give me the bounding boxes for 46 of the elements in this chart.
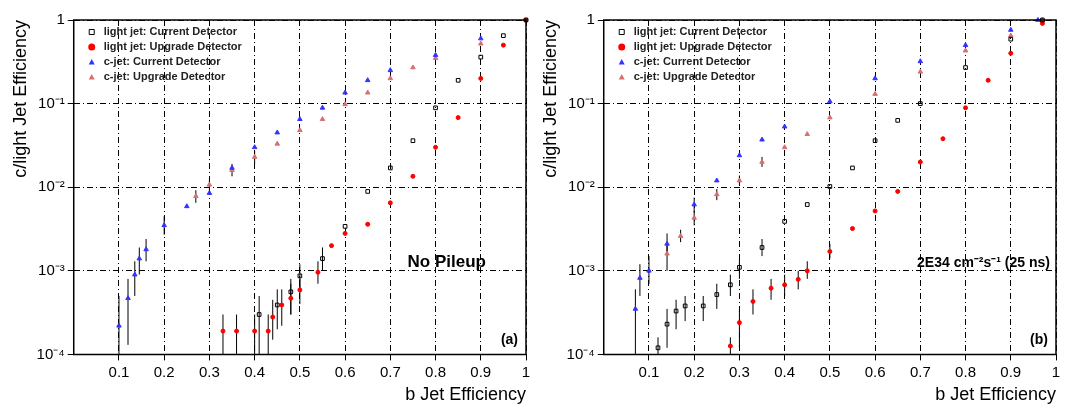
legend-label: c-jet: Upgrade Detector	[633, 70, 757, 83]
x-tick-label: 0.4	[774, 362, 796, 380]
x-tick-label: 0.3	[198, 362, 220, 380]
x-tick-label: 0.7	[379, 362, 401, 380]
y-tick-label: 10⁻¹	[568, 93, 595, 111]
x-tick-label: 0.8	[425, 362, 446, 380]
x-tick-label: 0.9	[1000, 362, 1022, 380]
legend-label: c-jet: Current Detector	[103, 55, 222, 68]
y-tick-label: 10⁻²	[568, 177, 595, 195]
y-tick-label: 10⁻³	[38, 260, 65, 278]
x-axis-title: b Jet Efficiency	[935, 384, 1056, 405]
annotation: (b)	[1030, 331, 1048, 348]
annotation: 2E34 cm⁻²s⁻¹ (25 ns)	[917, 254, 1050, 271]
x-tick-label: 0.5	[819, 362, 841, 380]
y-tick-label: 10⁻²	[38, 177, 65, 195]
x-axis-title: b Jet Efficiency	[405, 384, 526, 405]
y-axis-title: c/light Jet Efficiency	[9, 20, 30, 178]
annotation: (a)	[500, 331, 518, 348]
x-tick-label: 1	[1051, 362, 1061, 380]
x-tick-label: 0.2	[683, 362, 705, 380]
legend-label: light jet: Upgrade Detector	[103, 40, 243, 53]
y-tick-label: 1	[586, 10, 595, 28]
x-tick-label: 0.5	[289, 362, 311, 380]
x-tick-label: 0.6	[334, 362, 356, 380]
x-tick-label: 0.3	[728, 362, 750, 380]
legend-label: c-jet: Upgrade Detector	[103, 70, 227, 83]
x-tick-label: 0.4	[244, 362, 266, 380]
x-tick-label: 0.6	[864, 362, 886, 380]
y-tick-label: 10⁻³	[568, 260, 595, 278]
x-tick-label: 0.8	[955, 362, 976, 380]
legend-label: c-jet: Current Detector	[633, 55, 752, 68]
legend-label: light jet: Upgrade Detector	[633, 40, 773, 53]
x-tick-label: 0.9	[470, 362, 492, 380]
y-axis-title: c/light Jet Efficiency	[539, 20, 560, 178]
y-tick-label: 10⁻¹	[38, 93, 65, 111]
x-tick-label: 0.7	[909, 362, 931, 380]
legend-label: light jet: Current Detector	[103, 25, 238, 38]
y-tick-label: 10⁻⁴	[36, 344, 65, 362]
legend-label: light jet: Current Detector	[633, 25, 768, 38]
x-tick-label: 1	[521, 362, 531, 380]
annotation: No Pileup	[407, 252, 486, 272]
x-tick-label: 0.2	[153, 362, 175, 380]
x-tick-label: 0.1	[638, 362, 660, 380]
x-tick-label: 0.1	[108, 362, 130, 380]
y-tick-label: 10⁻⁴	[566, 344, 595, 362]
y-tick-label: 1	[56, 10, 65, 28]
